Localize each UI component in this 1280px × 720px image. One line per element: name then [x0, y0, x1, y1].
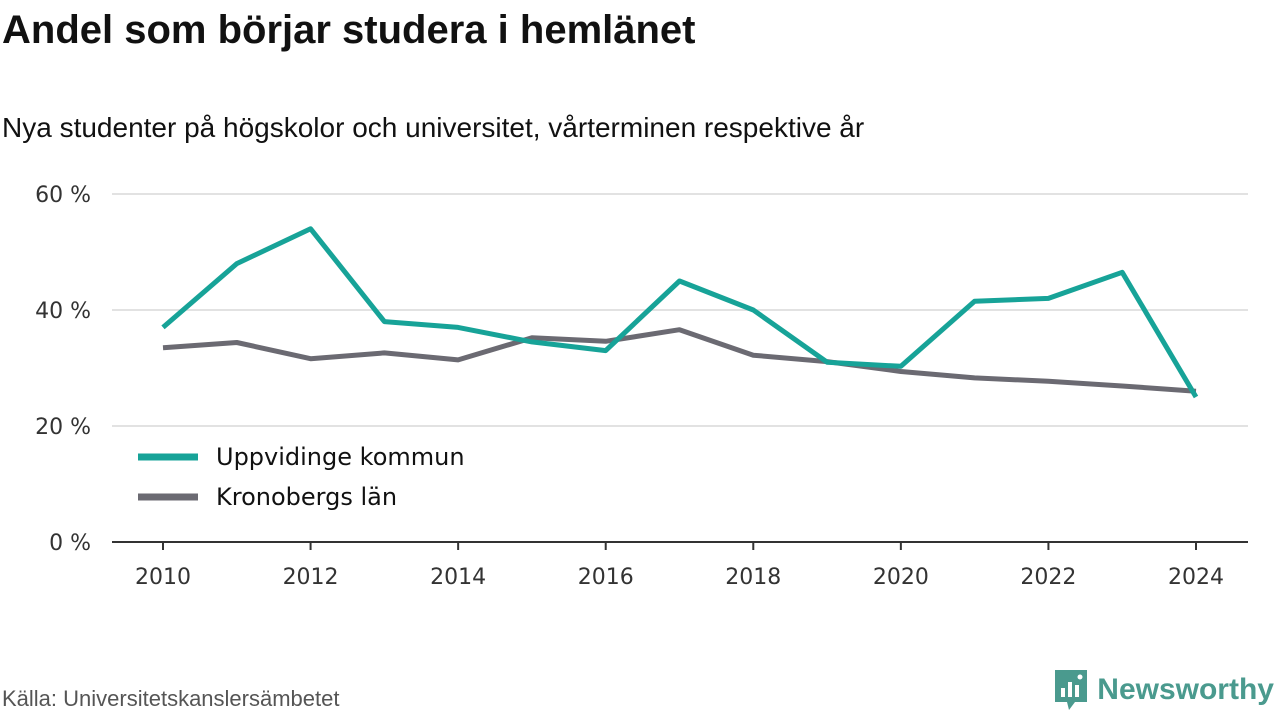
- chart-title: Andel som börjar studera i hemlänet: [2, 8, 696, 52]
- y-axis-ticks: 0 % 20 % 40 % 60 %: [35, 183, 91, 556]
- x-axis-ticks: 2010 2012 2014 2016 2018 2020 2022 2024: [135, 542, 1224, 590]
- newsworthy-logo-icon: [1055, 670, 1088, 710]
- x-tick-label: 2010: [135, 565, 191, 590]
- y-gridlines: [112, 193, 1248, 427]
- chart-subtitle: Nya studenter på högskolor och universit…: [2, 112, 865, 143]
- x-tick-label: 2022: [1020, 565, 1076, 590]
- y-tick-label: 20 %: [35, 415, 91, 440]
- legend-label: Kronobergs län: [216, 483, 397, 511]
- series-line-kronobergs-l-n: [162, 327, 1197, 394]
- chart-legend: Uppvidinge kommun Kronobergs län: [138, 443, 465, 511]
- x-tick-label: 2016: [578, 565, 634, 590]
- x-tick-label: 2020: [873, 565, 929, 590]
- x-tick-label: 2018: [725, 565, 781, 590]
- x-tick-label: 2024: [1168, 565, 1224, 590]
- line-chart: 0 % 20 % 40 % 60 % 2010 2012 2014 2016 2018 2020…: [35, 183, 1248, 590]
- x-tick-label: 2012: [283, 565, 339, 590]
- y-tick-label: 40 %: [35, 299, 91, 324]
- legend-label: Uppvidinge kommun: [216, 443, 465, 471]
- y-tick-label: 60 %: [35, 183, 91, 208]
- x-tick-label: 2014: [430, 565, 486, 590]
- y-tick-label: 0 %: [49, 531, 91, 556]
- brand-name: Newsworthy: [1097, 673, 1274, 706]
- brand-logo: Newsworthy: [1053, 668, 1274, 712]
- source-note: Källa: Universitetskanslersämbetet: [2, 686, 340, 711]
- series-lines: [161, 226, 1199, 399]
- series-line-uppvidinge-kommun: [161, 226, 1199, 399]
